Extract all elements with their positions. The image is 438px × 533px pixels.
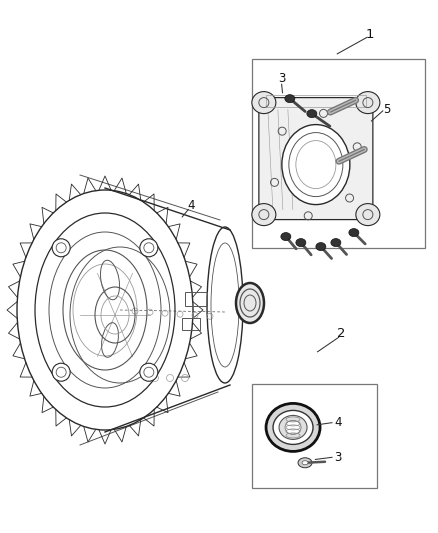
Text: 4: 4 — [187, 199, 195, 212]
Text: 1: 1 — [366, 28, 374, 41]
Text: 3: 3 — [278, 72, 285, 85]
Circle shape — [140, 363, 158, 381]
Bar — [252, 384, 377, 488]
Ellipse shape — [281, 232, 291, 240]
Bar — [185, 292, 207, 306]
Ellipse shape — [349, 229, 359, 237]
Ellipse shape — [302, 461, 308, 465]
Ellipse shape — [273, 410, 313, 445]
Ellipse shape — [252, 92, 276, 114]
Ellipse shape — [285, 421, 301, 434]
Ellipse shape — [356, 204, 380, 225]
Bar — [252, 59, 425, 248]
Ellipse shape — [279, 415, 307, 439]
Ellipse shape — [282, 125, 350, 205]
Ellipse shape — [356, 92, 380, 114]
Ellipse shape — [316, 243, 326, 251]
Circle shape — [52, 239, 70, 257]
Ellipse shape — [307, 110, 317, 118]
Ellipse shape — [266, 403, 320, 451]
Ellipse shape — [236, 283, 264, 323]
Ellipse shape — [252, 204, 276, 225]
Ellipse shape — [331, 239, 341, 247]
Circle shape — [52, 363, 70, 381]
Text: 5: 5 — [383, 103, 390, 116]
Text: 3: 3 — [335, 451, 342, 464]
Bar — [266, 94, 366, 107]
Circle shape — [140, 239, 158, 257]
FancyBboxPatch shape — [259, 98, 373, 220]
Ellipse shape — [285, 95, 295, 103]
Ellipse shape — [296, 239, 306, 247]
Bar — [182, 318, 200, 330]
Text: 2: 2 — [337, 327, 346, 340]
Ellipse shape — [298, 458, 312, 468]
Text: 4: 4 — [334, 416, 342, 429]
